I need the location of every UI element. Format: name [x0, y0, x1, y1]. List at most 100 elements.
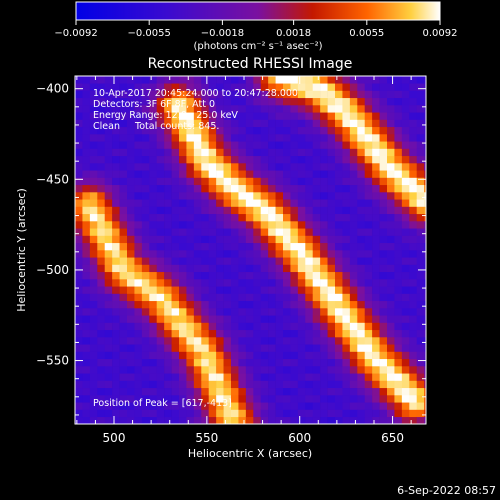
heatmap-cell — [223, 134, 232, 142]
heatmap-cell — [364, 112, 373, 120]
heatmap-cell — [372, 416, 380, 424]
heatmap-cell — [156, 366, 165, 374]
heatmap-cell — [171, 148, 180, 157]
heatmap-cell — [349, 228, 358, 236]
heatmap-cell — [357, 184, 366, 193]
heatmap-cell — [208, 90, 217, 99]
heatmap-cell — [164, 112, 172, 120]
heatmap-cell — [320, 250, 328, 258]
heatmap-cell — [186, 257, 195, 265]
heatmap-cell — [231, 315, 239, 323]
heatmap-cell — [305, 337, 314, 345]
heatmap-cell — [424, 112, 426, 120]
heatmap-cell — [253, 264, 262, 273]
heatmap-cell — [89, 112, 98, 120]
colorbar-tick-label: 0.0055 — [349, 28, 384, 39]
heatmap-cell — [409, 119, 418, 128]
heatmap-cell — [223, 90, 232, 99]
heatmap-cell — [349, 344, 358, 352]
heatmap-cell — [104, 293, 113, 302]
heatmap-cell — [127, 170, 135, 178]
heatmap-cell — [283, 366, 291, 374]
heatmap-cell — [372, 380, 380, 389]
heatmap-cell — [335, 366, 343, 374]
heatmap-cell — [134, 358, 143, 367]
heatmap-cell — [283, 83, 291, 91]
heatmap-cell — [141, 206, 150, 215]
heatmap-cell — [171, 177, 180, 186]
heatmap-cell — [119, 286, 128, 294]
heatmap-cell — [424, 141, 426, 149]
heatmap-cell — [164, 329, 172, 338]
heatmap-cell — [201, 242, 210, 251]
heatmap-cell — [260, 155, 269, 164]
heatmap-cell — [290, 155, 299, 164]
heatmap-cell — [416, 112, 425, 120]
heatmap-cell — [349, 177, 358, 186]
heatmap-cell — [283, 416, 291, 424]
heatmap-cell — [394, 293, 403, 302]
heatmap-cell — [305, 90, 314, 99]
heatmap-cell — [119, 97, 128, 106]
heatmap-cell — [342, 395, 351, 403]
heatmap-cell — [283, 242, 291, 251]
heatmap-cell — [342, 344, 351, 352]
heatmap-cell — [268, 119, 276, 128]
heatmap-cell — [231, 329, 239, 338]
heatmap-cell — [335, 329, 343, 338]
heatmap-cell — [208, 344, 217, 352]
heatmap-cell — [290, 257, 299, 265]
heatmap-cell — [416, 387, 425, 396]
heatmap-cell — [156, 213, 165, 222]
heatmap-cell — [82, 242, 91, 251]
heatmap-cell — [75, 105, 83, 113]
heatmap-cell — [231, 199, 239, 207]
heatmap-cell — [186, 322, 195, 331]
heatmap-cell — [297, 119, 306, 128]
heatmap-cell — [171, 213, 180, 222]
heatmap-cell — [186, 76, 195, 84]
heatmap-cell — [320, 90, 328, 99]
heatmap-cell — [424, 90, 426, 99]
heatmap-cell — [75, 126, 83, 135]
heatmap-cell — [401, 286, 410, 294]
heatmap-cell — [364, 315, 373, 323]
heatmap-cell — [253, 206, 262, 215]
heatmap-cell — [216, 409, 224, 418]
heatmap-cell — [193, 199, 202, 207]
heatmap-cell — [409, 279, 418, 287]
heatmap-cell — [290, 395, 299, 403]
heatmap-cell — [401, 206, 410, 215]
heatmap-cell — [290, 380, 299, 389]
heatmap-cell — [327, 235, 336, 244]
heatmap-cell — [193, 315, 202, 323]
heatmap-cell — [379, 90, 388, 99]
heatmap-cell — [193, 235, 202, 244]
heatmap-cell — [409, 199, 418, 207]
heatmap-cell — [179, 380, 187, 389]
heatmap-cell — [268, 177, 276, 186]
heatmap-cell — [401, 344, 410, 352]
heatmap-cell — [201, 105, 210, 113]
heatmap-cell — [416, 315, 425, 323]
heatmap-cell — [179, 358, 187, 367]
heatmap-cell — [89, 184, 98, 193]
heatmap-cell — [75, 235, 83, 244]
heatmap-cell — [149, 409, 158, 418]
heatmap-cell — [216, 373, 224, 381]
heatmap-cell — [127, 213, 135, 222]
heatmap-cell — [364, 337, 373, 345]
heatmap-cell — [394, 184, 403, 193]
heatmap-cell — [364, 83, 373, 91]
heatmap-cell — [283, 395, 291, 403]
heatmap-cell — [141, 337, 150, 345]
heatmap-cell — [164, 134, 172, 142]
heatmap-cell — [297, 250, 306, 258]
heatmap-cell — [193, 126, 202, 135]
heatmap-cell — [364, 257, 373, 265]
heatmap-cell — [238, 351, 247, 360]
heatmap-cell — [320, 402, 328, 410]
heatmap-cell — [89, 286, 98, 294]
heatmap-cell — [164, 286, 172, 294]
heatmap-cell — [201, 315, 210, 323]
